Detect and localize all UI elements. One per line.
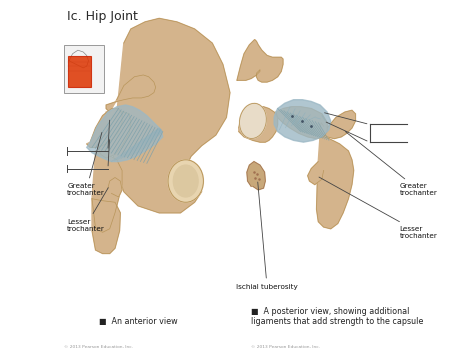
Polygon shape — [113, 18, 230, 213]
Polygon shape — [106, 75, 155, 112]
Text: © 2013 Pearson Education, Inc.: © 2013 Pearson Education, Inc. — [251, 345, 320, 349]
Ellipse shape — [173, 165, 198, 197]
Ellipse shape — [239, 103, 266, 138]
Polygon shape — [247, 162, 265, 190]
Text: Greater
trochanter: Greater trochanter — [67, 132, 105, 196]
Polygon shape — [320, 110, 356, 138]
Polygon shape — [87, 105, 163, 162]
Polygon shape — [317, 135, 354, 229]
Text: Lesser
trochanter: Lesser trochanter — [67, 188, 108, 232]
FancyBboxPatch shape — [68, 55, 91, 87]
Polygon shape — [237, 40, 283, 82]
Text: Ischial tuberosity: Ischial tuberosity — [236, 182, 298, 290]
Text: Greater
trochanter: Greater trochanter — [345, 131, 438, 196]
Polygon shape — [108, 178, 122, 197]
Text: ■  An anterior view: ■ An anterior view — [99, 317, 177, 326]
Polygon shape — [92, 151, 122, 232]
Polygon shape — [274, 100, 331, 142]
Ellipse shape — [168, 160, 203, 202]
FancyBboxPatch shape — [64, 45, 104, 93]
Polygon shape — [308, 162, 324, 185]
Polygon shape — [276, 107, 327, 138]
Polygon shape — [92, 199, 120, 253]
Text: ■  A posterior view, showing additional
ligaments that add strength to the capsu: ■ A posterior view, showing additional l… — [251, 307, 424, 326]
Polygon shape — [96, 110, 131, 158]
Text: Ic. Hip Joint: Ic. Hip Joint — [67, 10, 138, 22]
Polygon shape — [87, 109, 122, 147]
Text: © 2013 Pearson Education, Inc.: © 2013 Pearson Education, Inc. — [64, 345, 133, 349]
Polygon shape — [239, 107, 278, 142]
Text: Lesser
trochanter: Lesser trochanter — [319, 177, 438, 239]
